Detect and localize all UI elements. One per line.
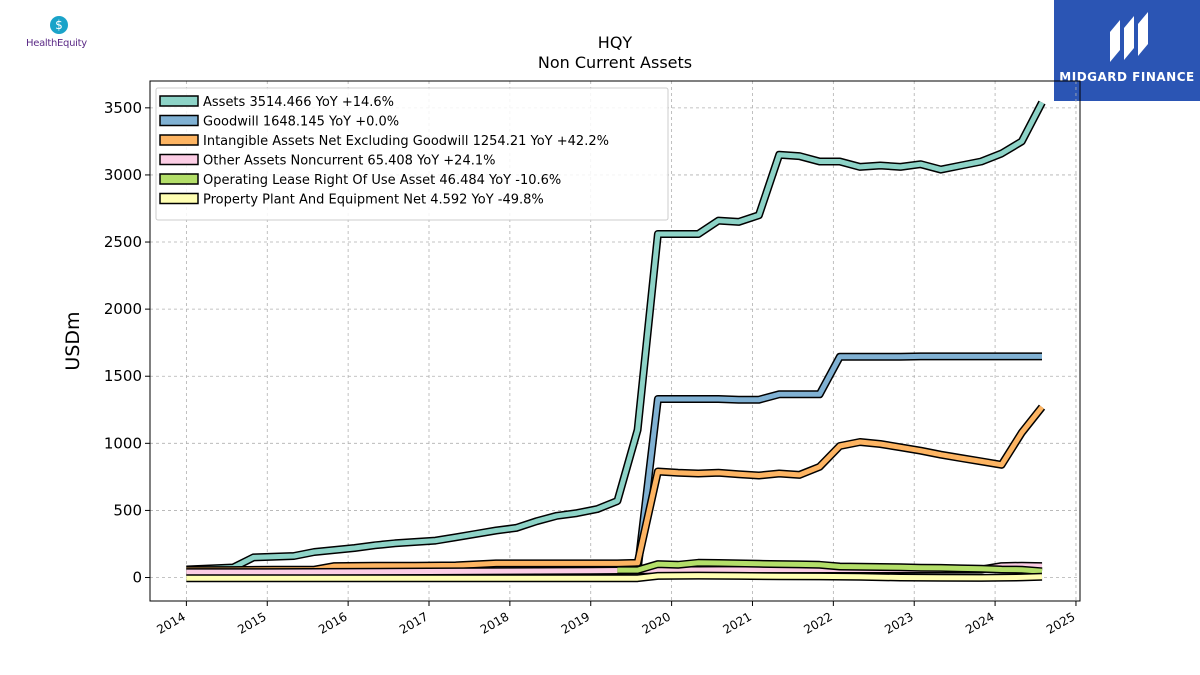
chart-title: HQY (597, 33, 633, 52)
y-tick-label: 0 (132, 569, 142, 587)
y-tick-label: 2000 (104, 300, 142, 318)
y-tick-label: 3500 (104, 99, 142, 117)
series-line-0 (186, 101, 1045, 572)
plot-frame (149, 80, 1081, 602)
x-tick-label: 2024 (963, 609, 996, 636)
x-tick-label: 2021 (721, 609, 754, 636)
x-tick-label: 2019 (559, 609, 592, 636)
series-outline-2 (186, 404, 1046, 575)
legend-box (155, 87, 669, 221)
midgard-finance-logo: MIDGARD FINANCE (1054, 0, 1200, 101)
legend-label: Other Assets Noncurrent 65.408 YoY +24.1… (203, 154, 495, 169)
x-tick-label: 2018 (478, 609, 511, 636)
legend-swatch (159, 95, 199, 107)
midgard-monogram-icon (1110, 12, 1148, 62)
x-tick-label: 2020 (640, 609, 673, 636)
series-line-4 (617, 560, 1043, 574)
x-tick-label: 2016 (316, 609, 349, 636)
chart-subtitle: Non Current Assets (537, 53, 693, 72)
legend-swatch (159, 173, 199, 185)
legend-swatch (159, 192, 199, 205)
series-line-1 (617, 353, 1042, 573)
y-tick-label: 2500 (104, 233, 142, 251)
legend-swatch (159, 153, 199, 166)
legend-label: Goodwill 1648.145 YoY +0.0% (203, 115, 399, 130)
series-line-2 (186, 405, 1044, 573)
x-tick-label: 2025 (1044, 609, 1077, 636)
healthequity-drop-icon: $ (50, 16, 68, 34)
legend-swatch (159, 134, 199, 146)
x-tick-label: 2015 (235, 609, 268, 636)
legend-label: Assets 3514.466 YoY +14.6% (203, 95, 394, 110)
series-line-5 (186, 573, 1043, 581)
y-axis-label: USDm (62, 311, 84, 370)
legend-label: Property Plant And Equipment Net 4.592 Y… (203, 193, 544, 208)
x-tick-label: 2017 (397, 609, 430, 636)
y-tick-label: 1000 (104, 434, 142, 452)
y-tick-label: 1500 (104, 367, 142, 385)
healthequity-logo: $ HealthEquity (26, 14, 96, 54)
x-tick-label: 2023 (882, 609, 915, 636)
x-tick-label: 2014 (154, 609, 187, 636)
legend-label: Operating Lease Right Of Use Asset 46.48… (203, 173, 561, 188)
legend-swatch (159, 114, 199, 127)
legend-label: Intangible Assets Net Excluding Goodwill… (203, 134, 609, 149)
x-tick-label: 2022 (801, 609, 834, 636)
midgard-finance-wordmark: MIDGARD FINANCE (1059, 70, 1195, 84)
y-tick-label: 3000 (104, 166, 142, 184)
healthequity-wordmark: HealthEquity (26, 38, 87, 49)
y-tick-label: 500 (113, 501, 142, 519)
